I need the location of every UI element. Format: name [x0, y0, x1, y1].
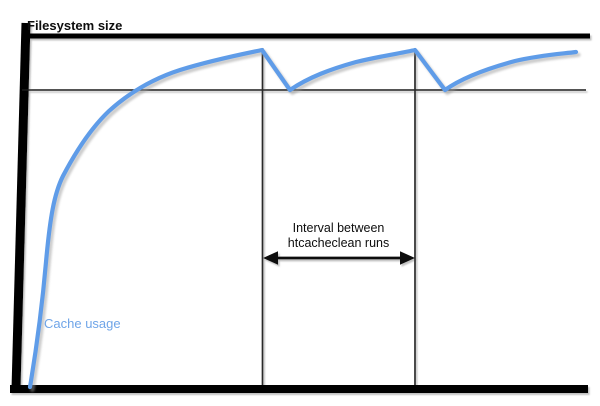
interval-arrow — [263, 251, 415, 265]
series-label: Cache usage — [44, 316, 121, 331]
y-axis-label: Filesystem size — [27, 18, 122, 33]
interval-arrow-right-head — [400, 251, 415, 265]
cache-usage-curve-shadow — [30, 50, 581, 392]
y-axis — [11, 22, 31, 390]
interval-arrow-left-head — [263, 251, 278, 265]
axes — [10, 22, 588, 393]
interval-label-line2: htcacheclean runs — [288, 236, 389, 250]
cache-usage-curve — [27, 47, 579, 390]
interval-label-line1: Interval between — [293, 221, 385, 235]
